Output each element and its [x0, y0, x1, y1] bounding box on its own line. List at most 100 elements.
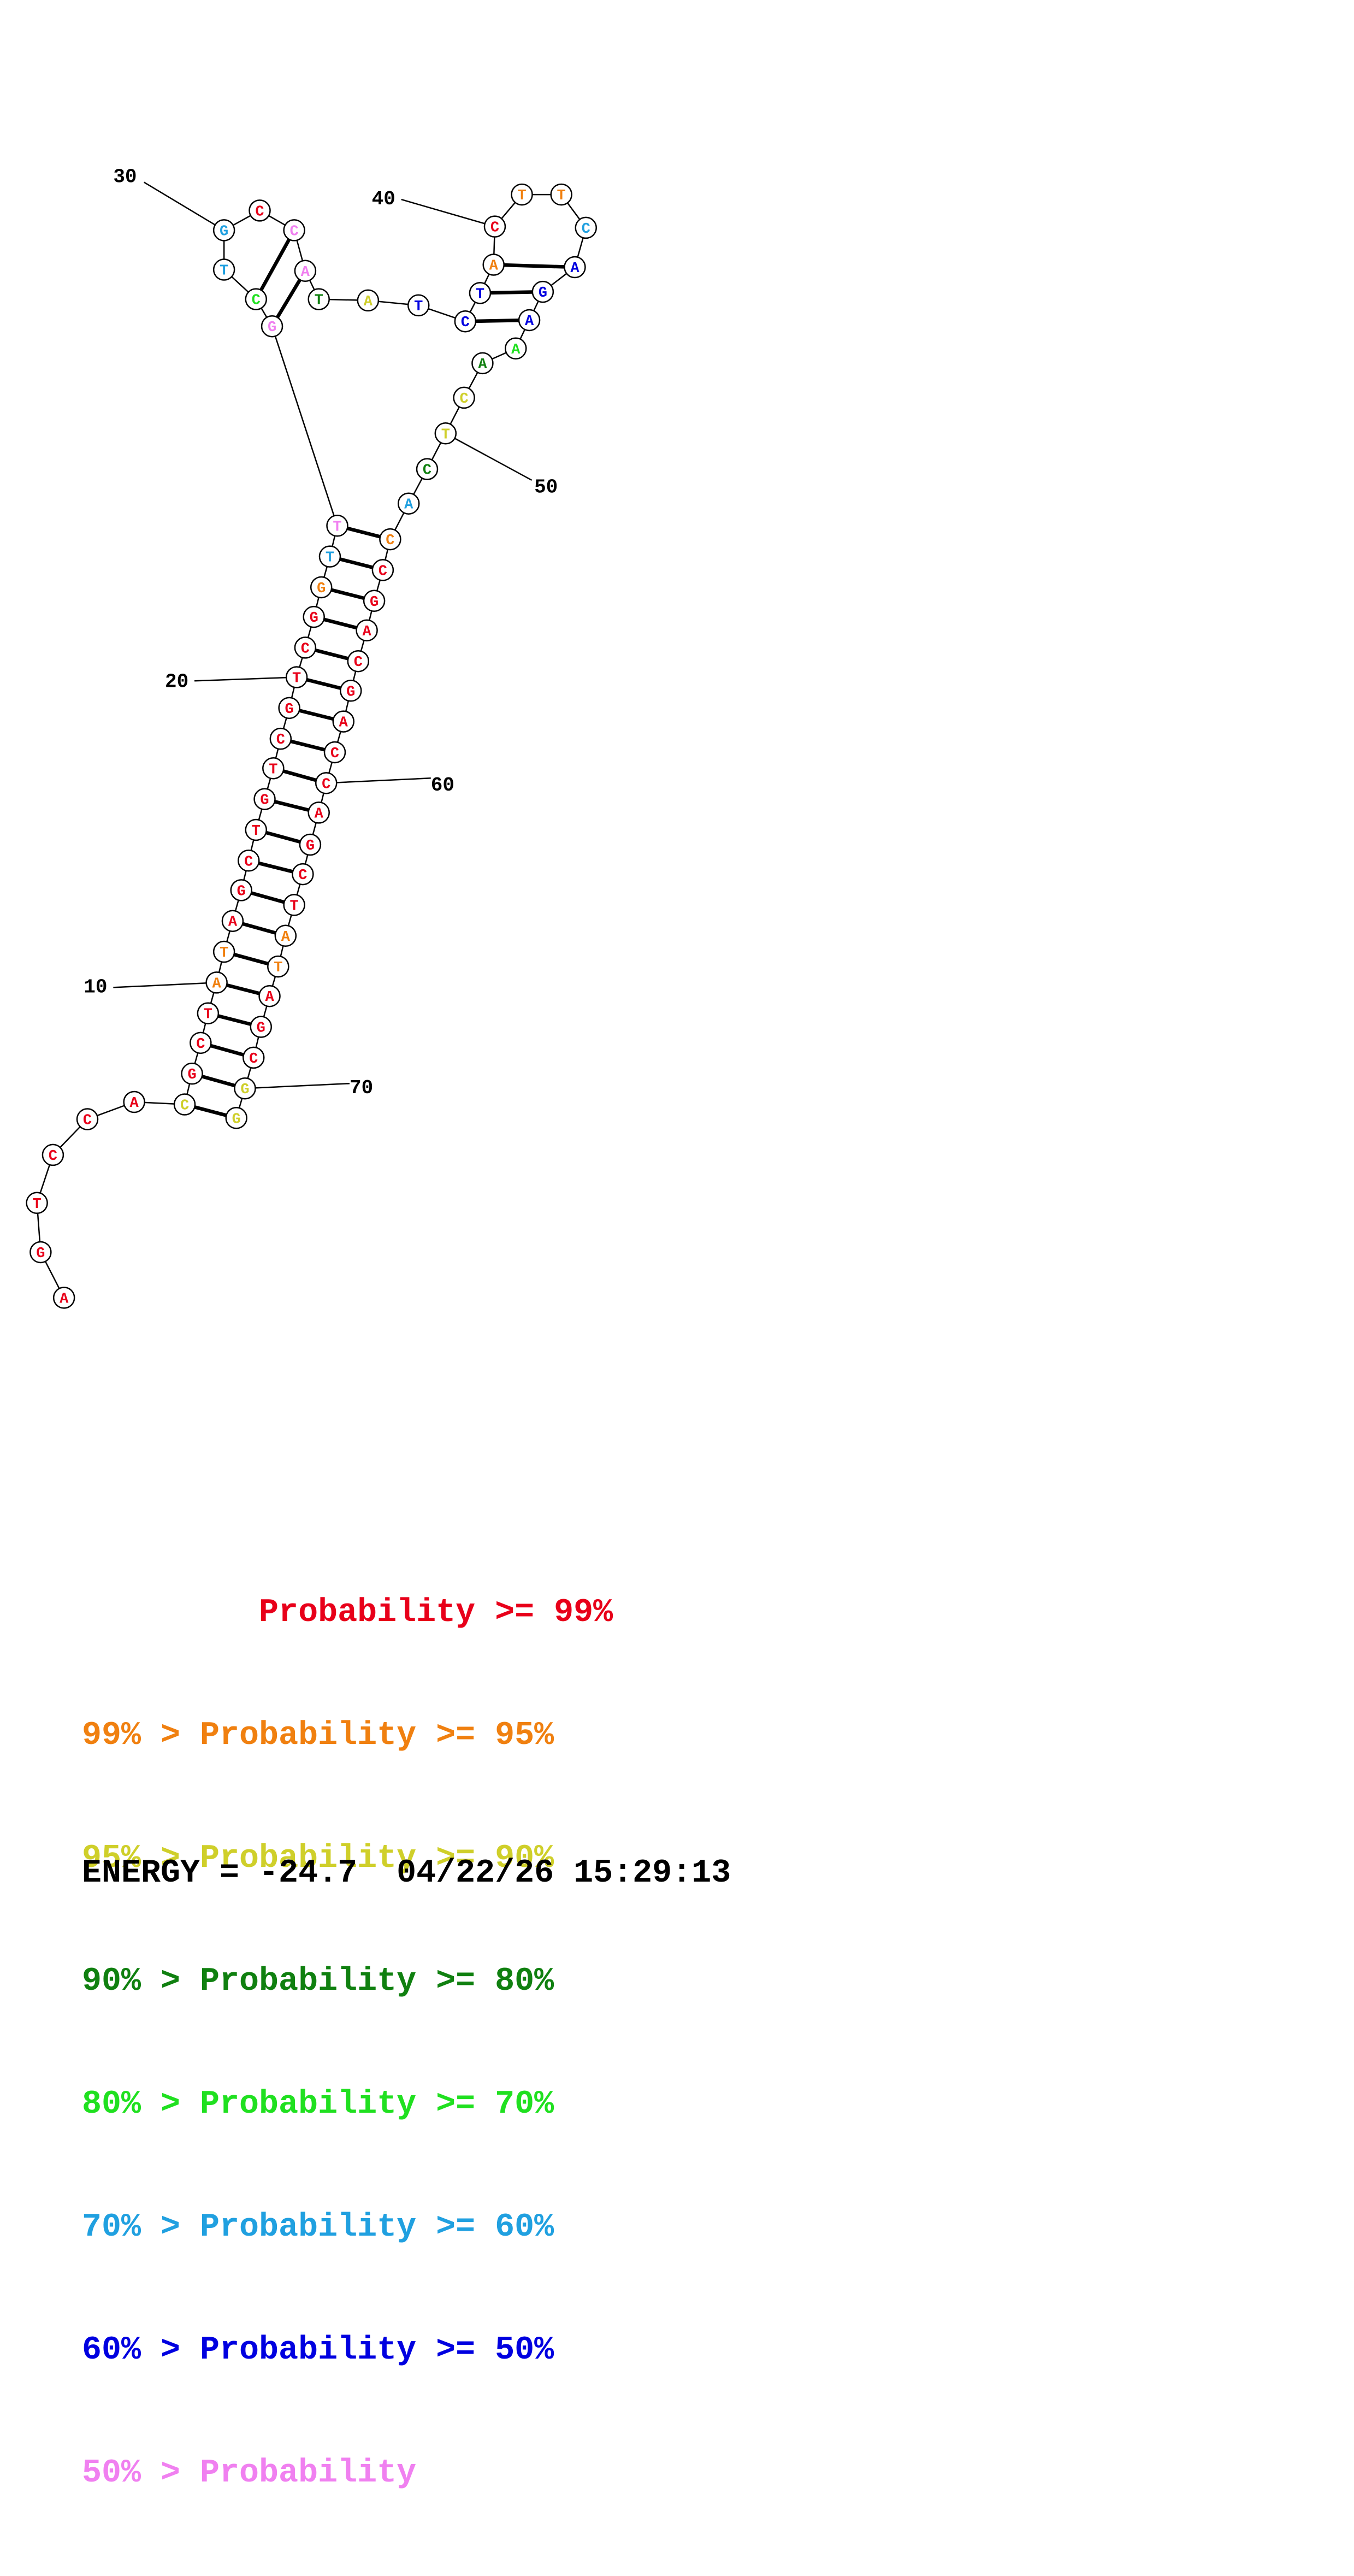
legend-row: 99% > Probability >= 95% — [82, 1716, 613, 1756]
nucleotide: G — [303, 605, 325, 628]
nucleotide-circle — [234, 1077, 256, 1100]
nucleotide-letter: C — [330, 746, 339, 762]
nucleotide-circle — [357, 289, 380, 312]
nucleotide: C — [249, 199, 271, 222]
nucleotide-circle — [318, 545, 341, 568]
nucleotide-circle — [518, 309, 541, 332]
position-label-40: 40 — [372, 188, 395, 210]
legend-row-1: 99% > Probability >= 95% — [82, 1717, 554, 1754]
nucleotide-circle — [52, 1287, 75, 1309]
nucleotide: C — [315, 772, 338, 794]
nucleotide: C — [292, 863, 314, 886]
nucleotide-circle — [469, 282, 492, 304]
nucleotide: T — [469, 282, 492, 304]
nucleotide-letter: T — [414, 299, 423, 315]
nucleotide-letter: C — [249, 1051, 258, 1068]
nucleotide-circle — [326, 515, 348, 537]
nucleotide-circle — [267, 955, 289, 978]
nucleotide: T — [262, 757, 285, 780]
nucleotide-circle — [407, 294, 430, 317]
nucleotide-circle — [453, 386, 475, 409]
nucleotide-circle — [245, 818, 268, 841]
legend-row-3: 90% > Probability >= 80% — [82, 1963, 554, 2000]
position-label-70: 70 — [350, 1077, 373, 1099]
nucleotide-letter: T — [220, 945, 228, 962]
nucleotide-letter: G — [260, 793, 269, 809]
nucleotide-circle — [258, 985, 281, 1007]
nucleotide: G — [212, 219, 235, 241]
nucleotide-circle — [332, 710, 355, 733]
nucleotide: T — [407, 294, 430, 317]
legend-row-7: 50% > Probability — [82, 2455, 417, 2492]
nucleotide-letter: T — [517, 188, 526, 204]
legend-row-4: 80% > Probability >= 70% — [82, 2086, 554, 2123]
nucleotide-letter: T — [290, 898, 299, 915]
nucleotide: A — [332, 710, 355, 733]
nucleotide-letter: T — [204, 1007, 212, 1023]
nucleotide-letter: A — [362, 624, 371, 640]
nucleotide-letter: A — [404, 497, 413, 514]
position-label-60: 60 — [431, 774, 454, 797]
nucleotide-circle — [278, 697, 300, 720]
nucleotide-letter: A — [489, 258, 499, 275]
nucleotide: C — [269, 727, 292, 750]
legend-row: 60% > Probability >= 50% — [82, 2330, 613, 2371]
energy-footer: ENERGY = -24.7 04/22/26 15:29:13 — [82, 1855, 731, 1892]
nucleotide: A — [357, 289, 380, 312]
nucleotide-letter: G — [317, 581, 326, 597]
nucleotide-letter: T — [315, 293, 323, 309]
nucleotide-letter: C — [301, 641, 310, 657]
nucleotide-letter: C — [252, 293, 261, 309]
nucleotide-circle — [190, 1031, 212, 1054]
nucleotide: A — [356, 619, 378, 642]
nucleotide: C — [416, 458, 439, 480]
nucleotide-letter: A — [265, 989, 274, 1006]
nucleotide: C — [454, 310, 477, 333]
nucleotide: G — [310, 576, 333, 599]
nucleotide-letter: T — [252, 823, 261, 840]
nucleotide-letter: C — [322, 776, 330, 793]
nucleotide-letter: G — [237, 883, 246, 900]
nucleotide: T — [434, 422, 457, 445]
nucleotide-letter: G — [370, 594, 379, 611]
nucleotide-circle — [505, 337, 527, 360]
nucleotide-letter: A — [339, 715, 348, 732]
nucleotide: G — [230, 879, 252, 901]
nucleotide-circle — [212, 219, 235, 241]
nucleotide-circle — [262, 757, 285, 780]
nucleotide-letter: T — [220, 263, 228, 280]
nucleotide-circle — [511, 183, 533, 206]
nucleotide: A — [505, 337, 527, 360]
nucleotide: A — [518, 309, 541, 332]
nucleotide: G — [225, 1107, 247, 1129]
nucleotide-circle — [249, 199, 271, 222]
nucleotide: C — [379, 528, 401, 551]
nucleotide-circle — [347, 650, 370, 673]
nucleotide-circle — [315, 772, 338, 794]
nucleotide-circle — [29, 1241, 52, 1264]
nucleotide: G — [234, 1077, 256, 1100]
legend-row-0: Probability >= 99% — [82, 1594, 613, 1631]
nucleotide-letter: A — [511, 342, 521, 358]
nucleotide-circle — [363, 590, 386, 612]
nucleotide-circle — [269, 727, 292, 750]
nucleotide: T — [245, 818, 268, 841]
nucleotide: C — [294, 636, 317, 659]
nucleotide-circle — [245, 288, 268, 310]
nucleotide: A — [258, 985, 281, 1007]
nucleotide: A — [397, 492, 420, 515]
nucleotide-letter: C — [490, 220, 499, 237]
nucleotide-circle — [482, 254, 505, 276]
nucleotide-letter: C — [298, 868, 307, 884]
nucleotide-circle — [416, 458, 439, 480]
nucleotide-letter: C — [244, 854, 253, 870]
nucleotide: T — [212, 258, 235, 281]
nucleotide-letter: A — [60, 1291, 69, 1307]
nucleotide-circle — [212, 258, 235, 281]
nucleotide-circle — [205, 971, 228, 994]
nucleotide-circle — [454, 310, 477, 333]
nucleotide: C — [483, 215, 506, 238]
nucleotide-letter: G — [187, 1067, 196, 1083]
